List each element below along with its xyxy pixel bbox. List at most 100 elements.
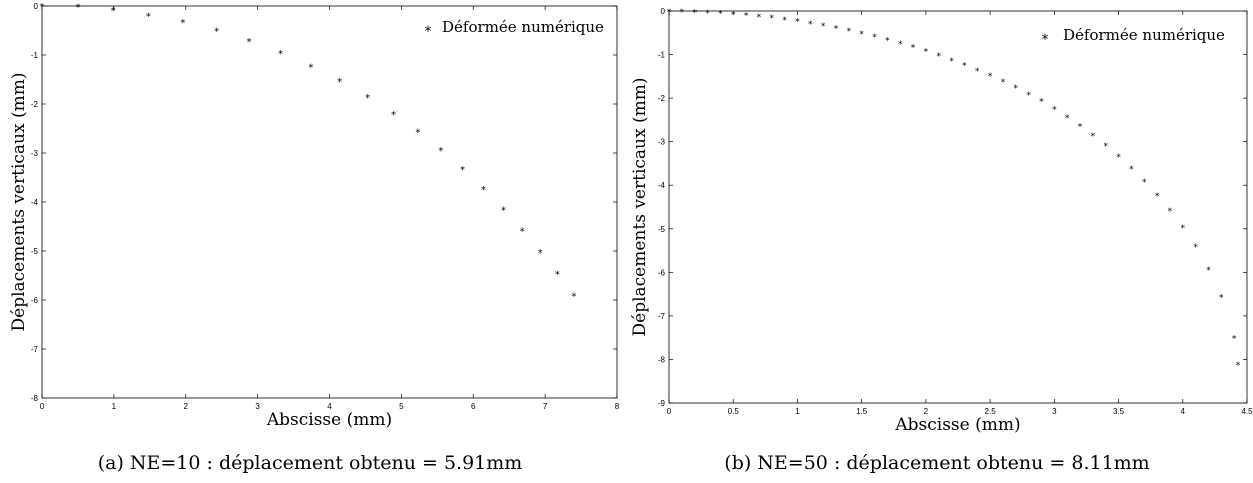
data-point: * [795,18,800,28]
data-point: * [111,6,116,17]
y-tick-label: -4 [658,181,666,190]
data-point: * [1001,78,1006,88]
data-point: * [1142,178,1147,188]
data-point: * [278,49,283,60]
data-point: * [555,270,560,281]
chart-b-svg: 0 0.5 1 1.5 2 2.5 3 3.5 4 4.5 0 -1 -2 -3 -4 -5 -6 -7 -8 -9 A… [630,7,1253,435]
x-tick-label: 3 [255,402,260,411]
y-tick-label: -2 [658,94,666,103]
data-point: * [1155,192,1160,202]
data-point: * [1206,266,1211,276]
data-point: * [391,110,396,121]
y-tick-label: -8 [31,394,39,403]
data-point: * [782,16,787,26]
y-tick-label: -3 [658,138,666,147]
y-tick-label: -5 [658,225,666,234]
chart-b-caption: (b) NE=50 : déplacement obtenu = 8.11mm [724,452,1150,474]
data-point: * [1219,293,1224,303]
chart-a-caption: (a) NE=10 : déplacement obtenu = 5.91mm [97,452,523,474]
x-tick-label: 0.5 [728,407,740,416]
legend-label: Déformée numérique [1063,26,1225,44]
data-point: * [705,9,710,19]
data-point: * [1232,335,1237,345]
data-point: * [962,62,967,72]
chart-panel-b: 0 0.5 1 1.5 2 2.5 3 3.5 4 4.5 0 -1 -2 -3 -4 -5 -6 -7 -8 -9 A… [627,0,1253,483]
y-tick-label: -7 [658,312,666,321]
data-point: * [975,67,980,77]
data-point: * [757,13,762,23]
data-point: * [898,40,903,50]
x-tick-label: 2 [184,402,189,411]
data-point: * [988,72,993,82]
data-point: * [847,27,852,37]
y-axis-title: Déplacements verticaux (mm) [9,73,29,332]
x-tick-label: 3.5 [1113,407,1125,416]
data-point: * [1026,91,1031,101]
data-point: * [146,11,151,22]
data-point: * [1065,114,1070,124]
y-tick-label: 0 [34,2,39,11]
data-point: * [337,77,342,88]
x-tick-label: 1 [795,407,800,416]
y-tick-label: -6 [31,296,39,305]
y-tick-label: -3 [31,149,39,158]
data-point: * [247,37,252,48]
x-tick-label: 4 [327,402,332,411]
data-point: * [1236,361,1241,371]
data-point: * [770,14,775,24]
data-point: * [40,2,45,13]
chart-panel-a: 0 1 2 3 4 5 6 7 8 0 -1 -2 -3 -4 -5 -6 -7 -8 Abscisse (mm) D… [0,0,626,483]
plot-frame [668,10,1248,404]
data-point: * [538,248,543,259]
data-point: * [571,292,576,303]
data-point: * [1091,132,1096,142]
data-point: * [180,18,185,29]
x-axis-title: Abscisse (mm) [266,410,392,430]
data-point: * [821,22,826,32]
y-tick-label: -6 [658,268,666,277]
data-point: * [214,27,219,38]
y-tick-label: -7 [31,345,39,354]
data-point: * [692,8,697,18]
x-tick-label: 1.5 [856,407,868,416]
x-tick-label: 0 [40,402,45,411]
data-point: * [438,146,443,157]
x-tick-label: 4 [1181,407,1186,416]
data-point: * [1078,123,1083,133]
data-point: * [460,165,465,176]
x-tick-label: 0 [667,407,672,416]
chart-a-svg: 0 1 2 3 4 5 6 7 8 0 -1 -2 -3 -4 -5 -6 -7 -8 Abscisse (mm) D… [9,2,620,430]
y-tick-label: -8 [658,355,666,364]
data-point: * [1181,224,1186,234]
data-point: * [1168,207,1173,217]
data-point: * [481,185,486,196]
x-tick-label: 4.5 [1241,407,1253,416]
data-point: * [834,25,839,35]
data-point: * [667,8,672,18]
y-tick-label: -9 [658,399,666,408]
x-axis-title: Abscisse (mm) [894,415,1020,435]
data-point: * [936,52,941,62]
y-tick-label: -5 [31,247,39,256]
data-point: * [308,62,313,73]
data-point: * [1014,84,1019,94]
legend-label: Déformée numérique [442,18,604,36]
x-tick-label: 8 [615,402,620,411]
data-point: * [718,10,723,20]
data-point: * [949,57,954,67]
data-point: * [872,33,877,43]
legend-marker: * [425,24,432,40]
data-point: * [1039,98,1044,108]
x-tick-label: 1 [112,402,117,411]
data-point: * [744,11,749,21]
data-point: * [1129,165,1134,175]
y-tick-label: -4 [31,198,39,207]
y-tick-label: -1 [31,51,39,60]
data-point: * [885,36,890,46]
y-tick-label: -1 [658,51,666,60]
data-point: * [501,205,506,216]
x-tick-label: 2.5 [985,407,997,416]
x-tick-label: 7 [543,402,548,411]
x-tick-label: 5 [399,402,404,411]
data-point: * [1116,153,1121,163]
